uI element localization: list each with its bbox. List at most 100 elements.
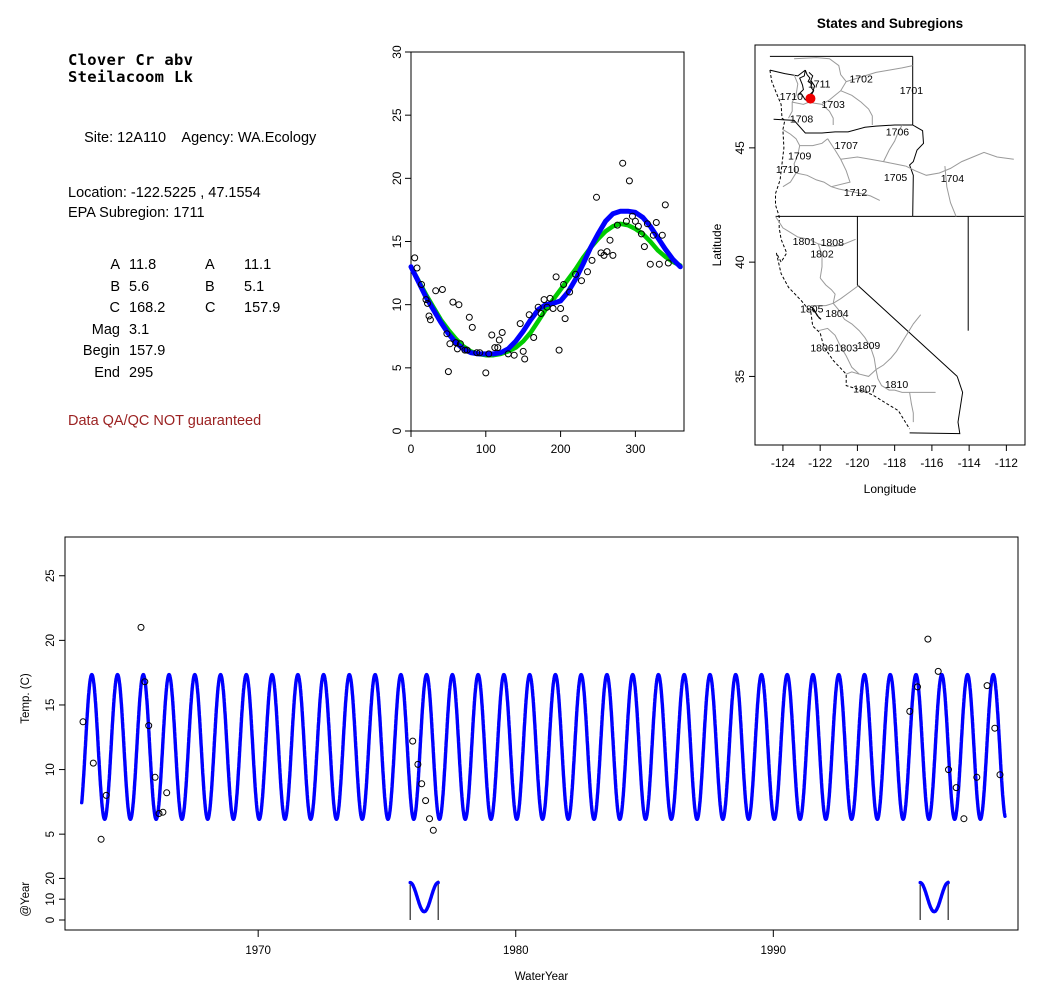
data-point: [449, 298, 457, 306]
sf-bay-detail: [810, 306, 822, 320]
x-axis-tick-label: 1970: [245, 945, 271, 957]
site-agency-row: Site: 12A110 Agency: WA.Ecology: [68, 108, 398, 168]
subregion-label: 1701: [900, 85, 924, 97]
stat-value: 11.8: [129, 257, 157, 273]
map-frame: [754, 44, 1026, 446]
map-x-tick-label: -120: [845, 456, 869, 470]
stat-value: 157.9: [129, 343, 166, 359]
stat-key: C: [109, 300, 120, 316]
sub-y-axis-label: @Year: [20, 882, 32, 917]
data-point: [510, 351, 518, 359]
data-point: [561, 315, 569, 323]
y-axis-label: Temp. (C): [20, 673, 32, 724]
data-point: [924, 635, 932, 643]
data-point: [625, 177, 633, 185]
x-axis-tick-label: 1980: [503, 945, 529, 957]
subregion-label: 1708: [790, 114, 814, 126]
stat-key: B: [110, 278, 120, 295]
stats-table-body: A 11.8 A 11.1 B 5.6 B 5.1 C 168.2 C 157.…: [68, 255, 320, 384]
data-point: [491, 344, 499, 352]
y-axis-tick-label: 5: [390, 364, 404, 371]
x-axis-tick-label: 1990: [761, 945, 787, 957]
data-point: [572, 270, 579, 278]
data-point: [155, 810, 163, 817]
y-axis-tick-label: 30: [390, 45, 404, 59]
residual-bursts-group: [408, 880, 950, 920]
data-point: [537, 310, 545, 317]
x-axis-tick-label: 100: [476, 442, 496, 456]
subregion-boundary: [883, 124, 903, 162]
stat-value: 295: [129, 364, 154, 381]
map-x-tick-label: -114: [958, 456, 981, 470]
state-boundary: [912, 124, 915, 127]
subregion-label: 1705: [884, 172, 908, 184]
data-point: [634, 222, 642, 230]
data-point: [498, 329, 506, 336]
site-marker-icon: [805, 93, 816, 104]
state-boundary: [856, 216, 958, 377]
stat-value-2: 11.1: [244, 257, 272, 273]
agency-label: Agency: WA.Ecology: [181, 130, 317, 146]
data-point: [141, 678, 149, 686]
data-point: [906, 707, 914, 715]
epa-subregion-label: EPA Subregion: 1711: [68, 205, 205, 221]
subregion-label: 1710: [776, 164, 800, 176]
map-content: 1711 1702 1701 1703 1710 1708 1706 1707 1709 1710…: [769, 55, 1025, 435]
table-row: Mag 3.1: [68, 320, 320, 342]
data-point: [637, 230, 645, 238]
stat-value: 3.1: [129, 321, 150, 338]
data-point: [485, 350, 493, 358]
data-point: [609, 251, 617, 259]
subregion-boundary: [810, 302, 834, 307]
stat-key-2: [205, 320, 244, 342]
data-point: [646, 260, 654, 268]
data-point: [546, 294, 554, 302]
data-point: [914, 683, 921, 691]
sub-y-axis-tick-label: 20: [45, 872, 57, 885]
stat-value-2: [244, 320, 320, 342]
y-axis-tick-label: 0: [390, 427, 404, 434]
subregion-boundary: [840, 156, 906, 167]
data-point: [603, 248, 611, 256]
data-point: [413, 264, 421, 272]
map-x-axis-label: Longitude: [864, 482, 917, 496]
stat-value: 5.6: [129, 278, 150, 295]
data-point: [557, 305, 565, 312]
subregion-boundary: [819, 277, 836, 304]
stat-key: A: [110, 257, 120, 273]
data-point: [422, 797, 430, 805]
y-axis-tick-label: 5: [45, 831, 57, 837]
stat-key-2: [205, 341, 244, 363]
data-point: [424, 299, 431, 307]
x-axis-label: WaterYear: [515, 971, 569, 983]
data-point: [628, 212, 636, 220]
subregion-boundary: [799, 138, 828, 147]
sub-y-axis-tick-label: 10: [45, 893, 57, 906]
puget-islands: [808, 72, 816, 96]
x-axis-tick-label: 200: [551, 442, 571, 456]
data-point: [952, 784, 960, 792]
subregion-boundary: [775, 216, 856, 247]
subregion-label: 1801: [793, 236, 817, 248]
map-y-tick-label: 40: [733, 255, 747, 269]
subregion-label: 1808: [821, 237, 845, 249]
data-point: [414, 760, 422, 768]
data-point: [521, 355, 529, 363]
subregion-label: 1806: [810, 342, 834, 354]
subregion-boundary: [794, 57, 847, 105]
data-point: [102, 791, 110, 799]
map-x-tick-label: -116: [920, 456, 943, 470]
subregion-label: 1707: [835, 140, 859, 152]
data-point: [613, 221, 621, 229]
subregion-label: 1802: [810, 249, 834, 261]
data-point: [555, 346, 563, 354]
y-axis-tick-label: 10: [45, 763, 57, 776]
map-y-tick-label: 45: [733, 141, 747, 155]
table-row: A 11.8 A 11.1: [68, 255, 320, 277]
data-point: [960, 815, 968, 823]
map-x-tick-label: -124: [771, 456, 795, 470]
map-x-tick-label: -112: [995, 456, 1018, 470]
data-point: [649, 231, 657, 239]
data-point: [432, 287, 440, 295]
